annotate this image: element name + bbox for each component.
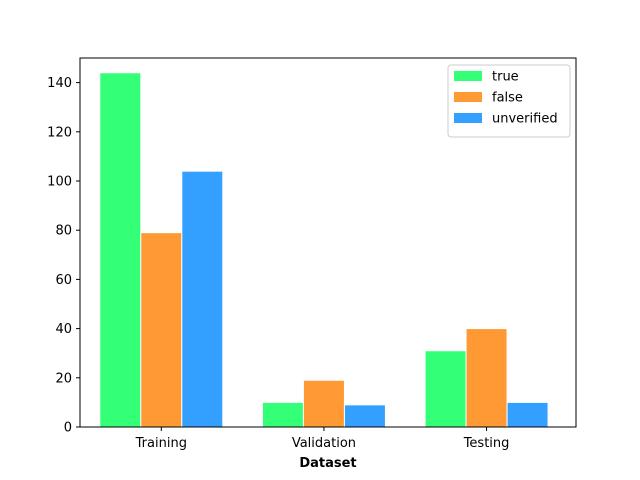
y-tick-label: 40 — [55, 322, 72, 337]
y-tick-label: 20 — [55, 371, 72, 386]
legend-label-false: false — [492, 91, 523, 106]
bar-true-testing — [424, 350, 467, 428]
y-axis: 0 20 40 60 80 100 120 140 — [47, 76, 80, 436]
bar-true-validation — [261, 401, 304, 428]
bar-true-training — [99, 72, 142, 428]
y-tick-label: 60 — [55, 273, 72, 288]
y-tick-label: 80 — [55, 224, 72, 239]
bars-group — [99, 72, 549, 428]
bar-unverified-training — [181, 170, 224, 428]
legend-label-unverified: unverified — [492, 112, 558, 127]
y-tick-label: 0 — [64, 421, 72, 436]
legend-label-true: true — [492, 70, 519, 85]
x-tick-label: Testing — [463, 436, 510, 451]
bar-false-training — [140, 232, 183, 428]
x-tick-label: Training — [135, 436, 187, 451]
y-tick-label: 140 — [47, 76, 72, 91]
x-tick-label: Validation — [292, 436, 356, 451]
x-axis-title: Dataset — [299, 456, 356, 471]
bar-unverified-validation — [343, 404, 386, 428]
y-tick-label: 100 — [47, 175, 72, 190]
bar-unverified-testing — [506, 401, 549, 428]
y-tick-label: 120 — [47, 125, 72, 140]
legend-swatch-unverified — [454, 113, 482, 123]
legend: true false unverified — [447, 64, 571, 138]
bar-false-validation — [302, 379, 345, 428]
bar-false-testing — [465, 328, 508, 428]
legend-swatch-false — [454, 92, 482, 102]
x-axis: Training Validation Testing — [135, 427, 510, 451]
plot-area-frame — [79, 57, 577, 428]
legend-swatch-true — [454, 71, 482, 81]
